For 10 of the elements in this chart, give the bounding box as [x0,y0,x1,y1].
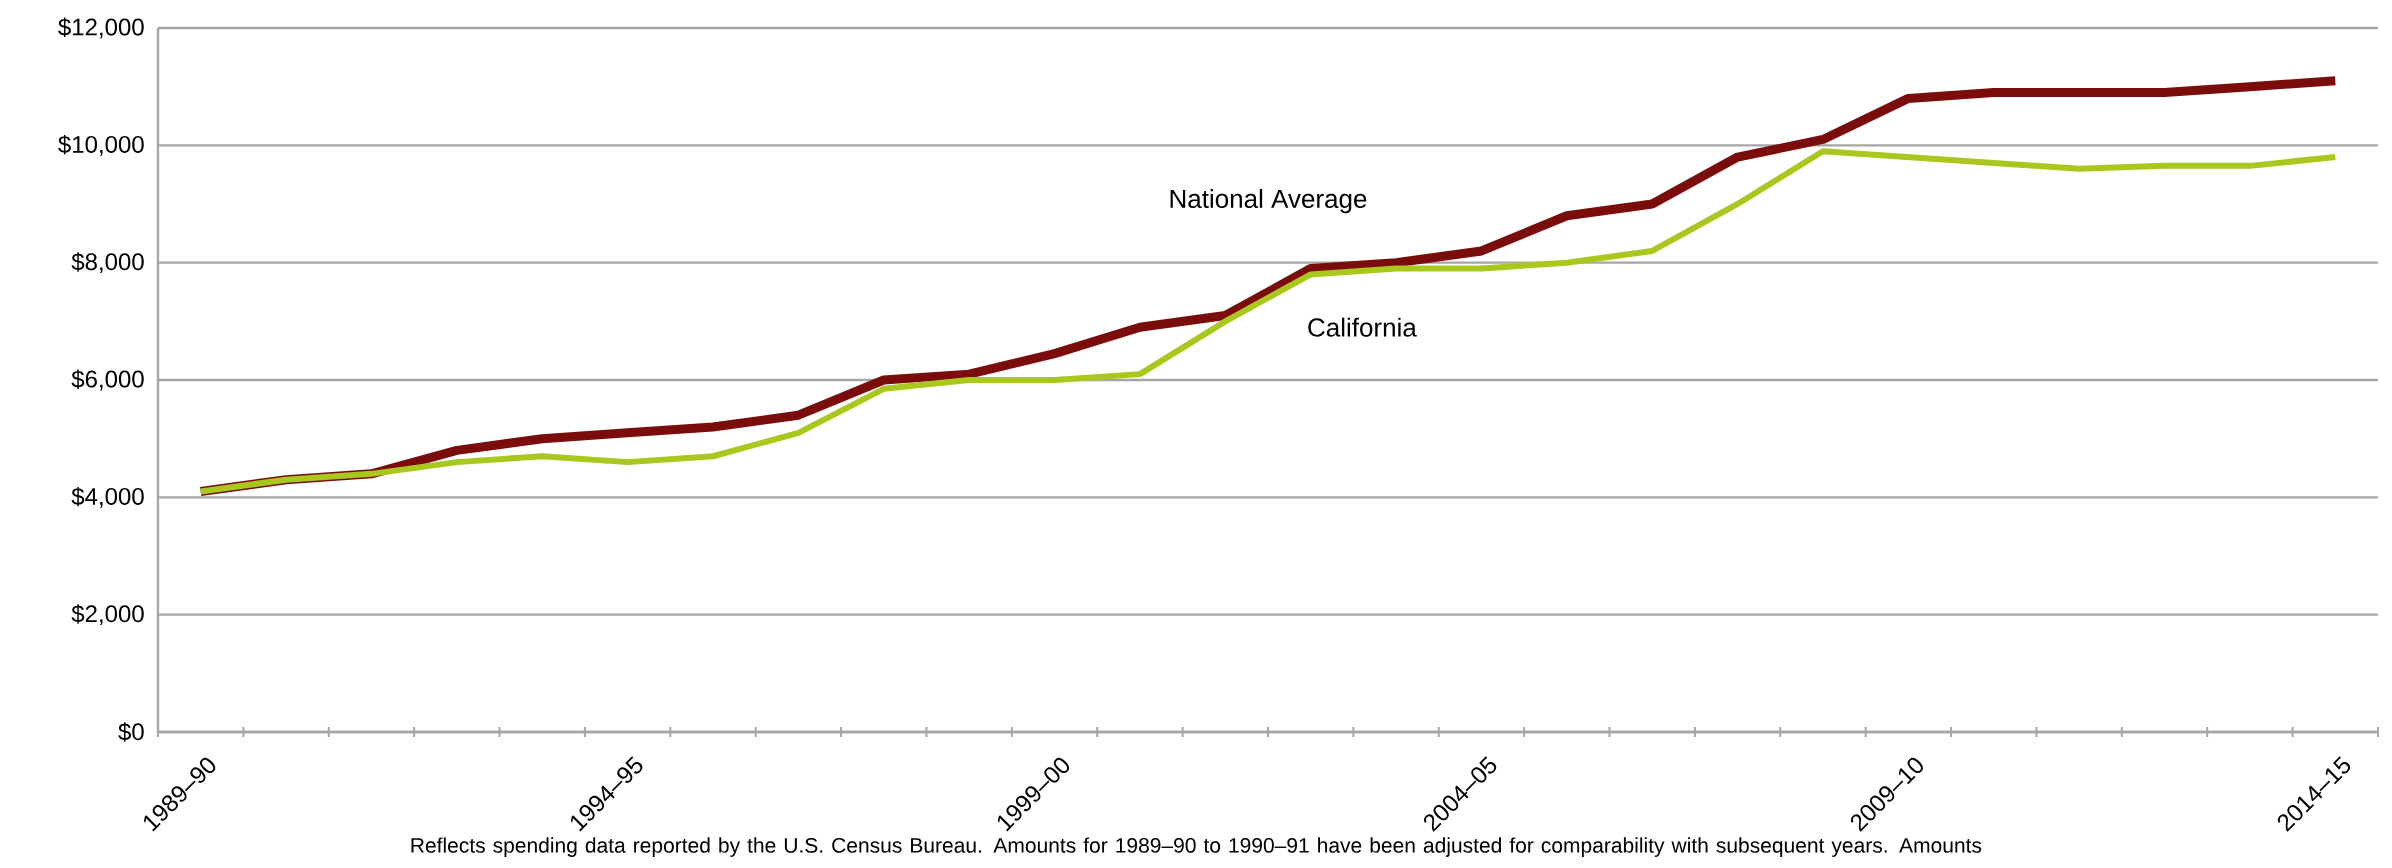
text: Reflects spending data reported by the U.S. Census Bureau. Amounts for 1989–90 to 1990–91 have been adjusted for comparability with subsequent years. Amounts [411,837,1982,857]
y-tick-label: $2,000 [71,604,144,626]
y-tick-label: $4,000 [71,486,144,508]
y-tick-label: $12,000 [58,17,144,39]
y-tick-label: $10,000 [58,134,144,156]
y-tick-label: $0 [118,722,144,742]
series-label: California [1308,317,1417,337]
y-tick-label: $6,000 [71,369,144,391]
y-tick-label: $8,000 [71,252,144,274]
series-label: National Average [1170,188,1367,214]
